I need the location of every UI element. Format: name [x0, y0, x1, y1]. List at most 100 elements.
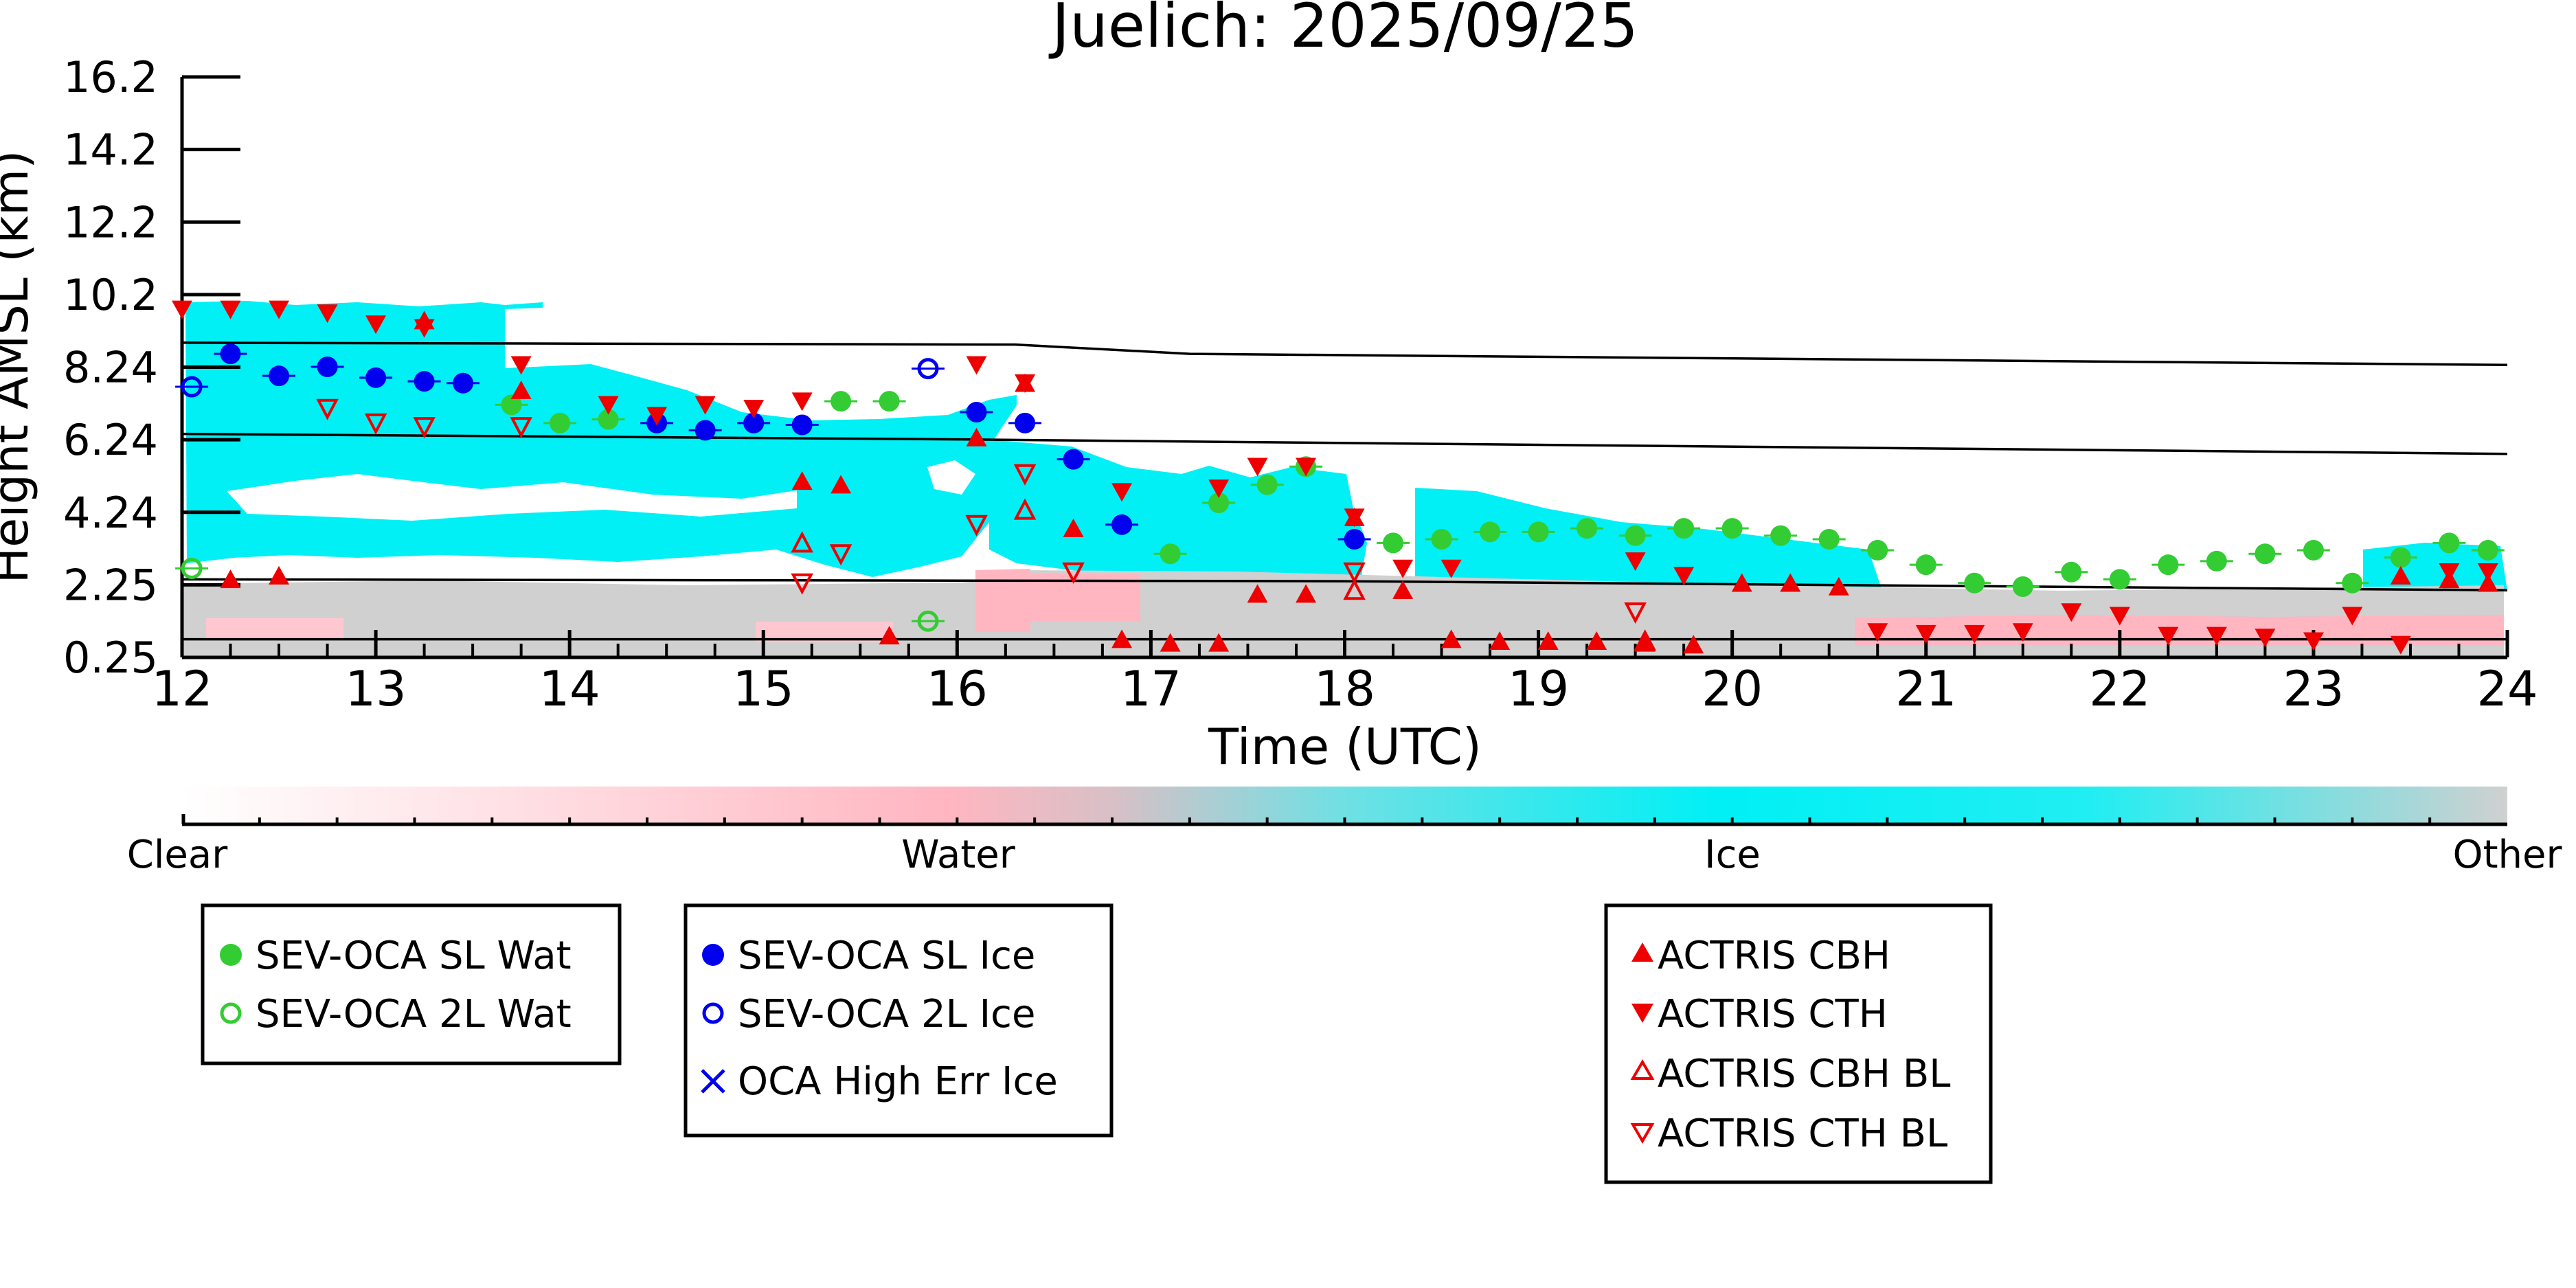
legend-marker-sl-wat	[220, 944, 242, 966]
point-actris-cbh	[1063, 518, 1084, 537]
point-actris-cbh	[1392, 580, 1414, 600]
legend-sev-ice: SEV-OCA SL Ice SEV-OCA 2L Ice OCA High E…	[683, 903, 1114, 1138]
point-actris-cbh	[1208, 633, 1230, 652]
point-sev-oca-sl-wat	[1256, 474, 1278, 495]
point-actris-cth-bl	[1013, 464, 1037, 486]
point-actris-cth	[2061, 603, 2082, 622]
colorbar: Clear Water Ice Other	[127, 787, 2562, 877]
point-sev-oca-sl-wat	[879, 391, 900, 412]
colorbar-label-water: Water	[901, 833, 1016, 877]
point-actris-cbh-bl	[1634, 629, 1657, 651]
x-tick-label: 13	[346, 661, 407, 717]
point-sev-oca-2l-ice	[917, 358, 939, 380]
point-sev-oca-sl-wat	[1431, 529, 1452, 550]
point-sev-oca-sl-wat	[2158, 554, 2179, 576]
point-sev-oca-sl-wat	[1818, 529, 1840, 550]
legend-label: SEV-OCA SL Ice	[738, 934, 1035, 978]
point-actris-cbh	[510, 381, 532, 400]
legend-label: ACTRIS CBH BL	[1658, 1052, 1950, 1096]
point-actris-cth-bl	[510, 417, 532, 439]
point-actris-cth	[2012, 623, 2033, 642]
point-sev-oca-sl-ice	[1344, 529, 1365, 550]
legend-label: SEV-OCA 2L Wat	[256, 992, 572, 1037]
legend-marker-cbh	[1631, 942, 1653, 962]
point-sev-oca-sl-ice	[743, 412, 765, 433]
legend-marker-cbh-bl	[1630, 1059, 1655, 1080]
point-actris-cth	[694, 396, 716, 415]
point-sev-oca-sl-ice	[694, 420, 716, 441]
colorbar-label-other: Other	[2452, 833, 2562, 877]
x-tick-label: 17	[1120, 661, 1182, 717]
point-sev-oca-sl-ice	[1015, 412, 1036, 433]
point-sev-oca-sl-wat	[550, 412, 571, 433]
legend-label: SEV-OCA 2L Ice	[738, 992, 1035, 1037]
legend-marker-2l-ice	[702, 1002, 724, 1024]
point-actris-cth	[1247, 457, 1268, 477]
point-actris-cth	[510, 356, 532, 375]
x-tick-label: 19	[1508, 661, 1569, 717]
x-tick-label: 22	[2089, 661, 2150, 717]
point-sev-oca-sl-wat	[2012, 576, 2033, 598]
point-actris-cbh	[1828, 576, 1849, 596]
point-actris-cth	[2109, 607, 2130, 626]
point-sev-oca-sl-wat	[1577, 518, 1598, 539]
point-actris-cbh	[1780, 573, 1801, 592]
point-sev-oca-sl-ice	[966, 401, 987, 422]
point-actris-cth	[1673, 567, 1695, 586]
chart-title: Juelich: 2025/09/25	[1048, 0, 1638, 61]
x-axis-label: Time (UTC)	[1208, 718, 1482, 776]
legend-label: ACTRIS CBH	[1658, 934, 1890, 978]
point-sev-oca-sl-wat	[2109, 569, 2130, 590]
point-actris-cth-bl	[791, 573, 813, 595]
point-sev-oca-sl-wat	[2342, 572, 2363, 594]
point-actris-cth	[1625, 552, 1646, 572]
point-actris-cbh-bl	[791, 531, 813, 553]
y-axis-label: Height AMSL (km)	[0, 150, 39, 584]
point-sev-oca-sl-wat	[1867, 539, 1888, 561]
point-sev-oca-sl-ice	[269, 365, 290, 387]
point-sev-oca-sl-wat	[2206, 550, 2227, 572]
point-sev-oca-2l-wat	[917, 610, 939, 632]
point-actris-cth	[220, 300, 241, 319]
y-tick-group: 0.25 2.25 4.24 6.24 8.24 10.2 12.2 14.2 16.2	[63, 52, 240, 683]
point-actris-cth	[646, 407, 668, 426]
x-tick-label: 21	[1895, 661, 1956, 717]
data-markers	[172, 300, 2505, 655]
point-sev-oca-sl-wat	[2061, 561, 2082, 583]
y-tick-label: 12.2	[63, 197, 158, 247]
point-sev-oca-sl-wat	[1208, 493, 1230, 514]
legend-sev-wat: SEV-OCA SL Wat SEV-OCA 2L Wat	[201, 903, 622, 1065]
point-sev-oca-sl-wat	[1528, 521, 1549, 543]
colorbar-label-clear: Clear	[127, 833, 228, 877]
point-actris-cth-bl	[1624, 602, 1647, 624]
x-tick-label: 16	[927, 661, 988, 717]
point-sev-oca-sl-wat	[1480, 521, 1501, 543]
point-sev-oca-sl-wat	[1625, 525, 1646, 546]
point-actris-cbh	[1683, 635, 1704, 654]
point-actris-cth	[1015, 374, 1036, 393]
point-sev-oca-sl-wat	[501, 394, 522, 416]
point-sev-oca-sl-ice	[453, 372, 474, 394]
legend-marker-2l-wat	[220, 1002, 242, 1024]
x-tick-label: 23	[2283, 661, 2344, 717]
legend-label: ACTRIS CTH	[1658, 992, 1888, 1037]
legend-marker-high-err	[701, 1069, 725, 1094]
reference-line	[181, 341, 2508, 367]
reference-line	[181, 432, 2508, 455]
point-sev-oca-sl-ice	[365, 367, 387, 388]
point-actris-cth	[1344, 508, 1365, 528]
x-tick-group: 12 13 14 15 16 17 18 19 20 21 22 23 24	[151, 630, 2538, 717]
point-actris-cbh	[2477, 573, 2498, 592]
point-actris-cth	[1867, 623, 1888, 642]
point-sev-oca-sl-wat	[2303, 539, 2324, 561]
y-tick-label: 10.2	[63, 270, 158, 320]
point-actris-cth	[1296, 457, 1317, 477]
point-sev-oca-sl-wat	[2439, 532, 2460, 554]
point-sev-oca-2l-ice	[181, 376, 203, 398]
x-tick-label: 20	[1702, 661, 1763, 717]
x-tick-label: 14	[539, 661, 600, 717]
point-sev-oca-sl-wat	[1721, 518, 1743, 539]
point-actris-cth	[1915, 624, 1936, 644]
point-sev-oca-sl-wat	[1383, 532, 1404, 554]
point-actris-cbh	[1634, 633, 1656, 652]
